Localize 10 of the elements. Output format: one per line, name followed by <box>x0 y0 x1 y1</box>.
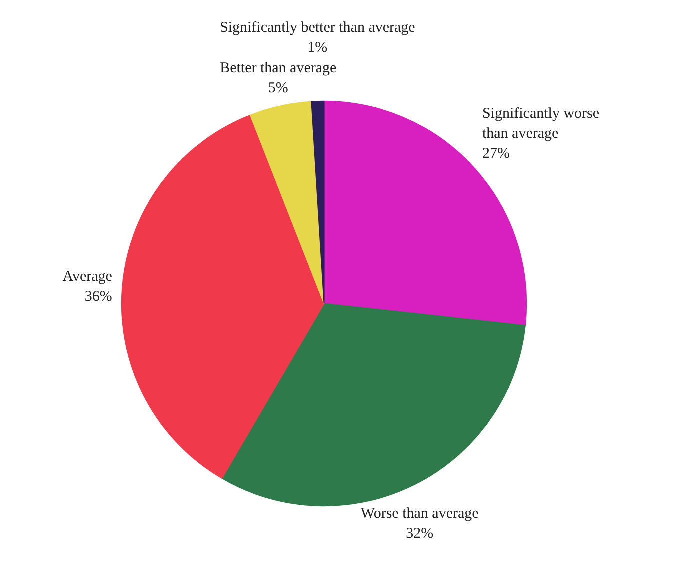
data-label: 32% <box>406 526 434 542</box>
slice-label: Worse than average <box>360 506 480 522</box>
data-label: 1% <box>308 40 328 56</box>
slice-label: Average <box>62 269 113 286</box>
slice-label: Significantly worse than average <box>482 106 600 142</box>
data-label: 27% <box>482 146 510 162</box>
slice-label: Better than average <box>220 60 338 76</box>
data-label: 5% <box>268 80 288 96</box>
slice-label: Significantly better than average <box>220 20 416 36</box>
data-label: 36% <box>84 289 112 306</box>
